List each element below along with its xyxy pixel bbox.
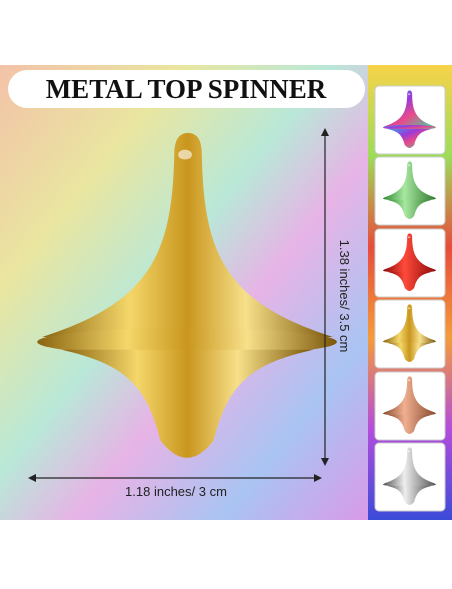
height-label: 1.38 inches/ 3.5 cm [337, 240, 352, 353]
thumbnails [374, 85, 446, 512]
height-arrow [321, 128, 329, 466]
width-arrow [28, 474, 322, 482]
title: METAL TOP SPINNER [46, 74, 327, 104]
title-pill [8, 70, 365, 108]
width-label: 1.18 inches/ 3 cm [125, 484, 227, 499]
